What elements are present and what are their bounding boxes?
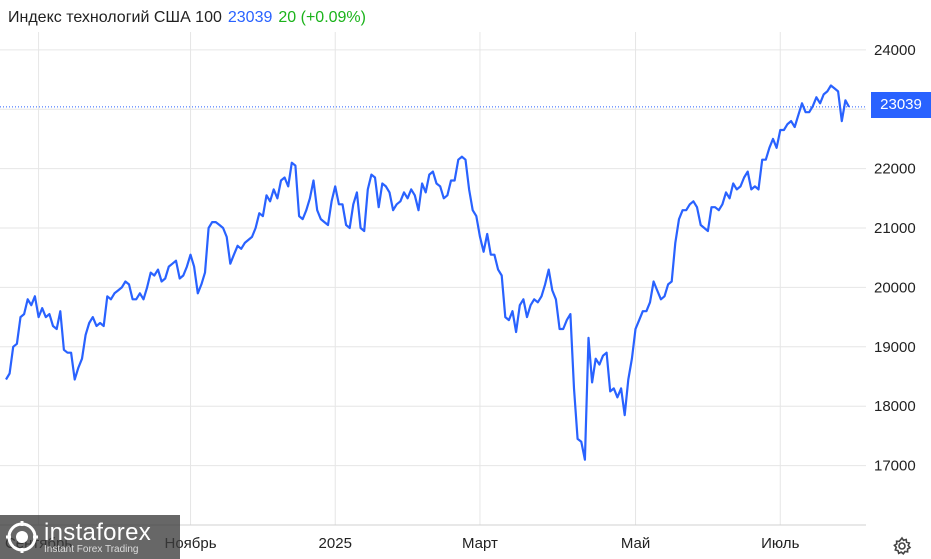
y-axis: 17000 18000 19000 20000 21000 22000 24000 bbox=[874, 42, 916, 475]
grid bbox=[0, 32, 866, 526]
y-tick-label: 21000 bbox=[874, 220, 916, 237]
y-tick-label: 24000 bbox=[874, 42, 916, 59]
price-change: 20 (+0.09%) bbox=[278, 9, 366, 26]
x-tick-label: Июль bbox=[761, 535, 799, 552]
x-tick-label: 2025 bbox=[319, 535, 352, 552]
last-price: 23039 bbox=[227, 9, 273, 26]
y-tick-label: 20000 bbox=[874, 279, 916, 296]
gear-icon[interactable] bbox=[892, 536, 912, 556]
last-price-tag: 23039 bbox=[871, 92, 931, 118]
chart-header: Индекс технологий США 100 23039 20 (+0.09%… bbox=[8, 9, 366, 27]
logo-subtitle: Instant Forex Trading bbox=[44, 544, 139, 555]
y-tick-label: 17000 bbox=[874, 458, 916, 475]
series-line bbox=[5, 84, 850, 461]
instaforex-logo: instaforex Instant Forex Trading bbox=[0, 515, 180, 559]
instaforex-mark-icon bbox=[6, 521, 38, 553]
x-tick-label: Март bbox=[462, 535, 498, 552]
instrument-name: Индекс технологий США 100 bbox=[8, 9, 222, 26]
y-tick-label: 22000 bbox=[874, 161, 916, 178]
y-tick-label: 19000 bbox=[874, 339, 916, 356]
y-tick-label: 18000 bbox=[874, 398, 916, 415]
x-tick-label: Май bbox=[621, 535, 650, 552]
logo-brand: instaforex bbox=[44, 519, 152, 546]
